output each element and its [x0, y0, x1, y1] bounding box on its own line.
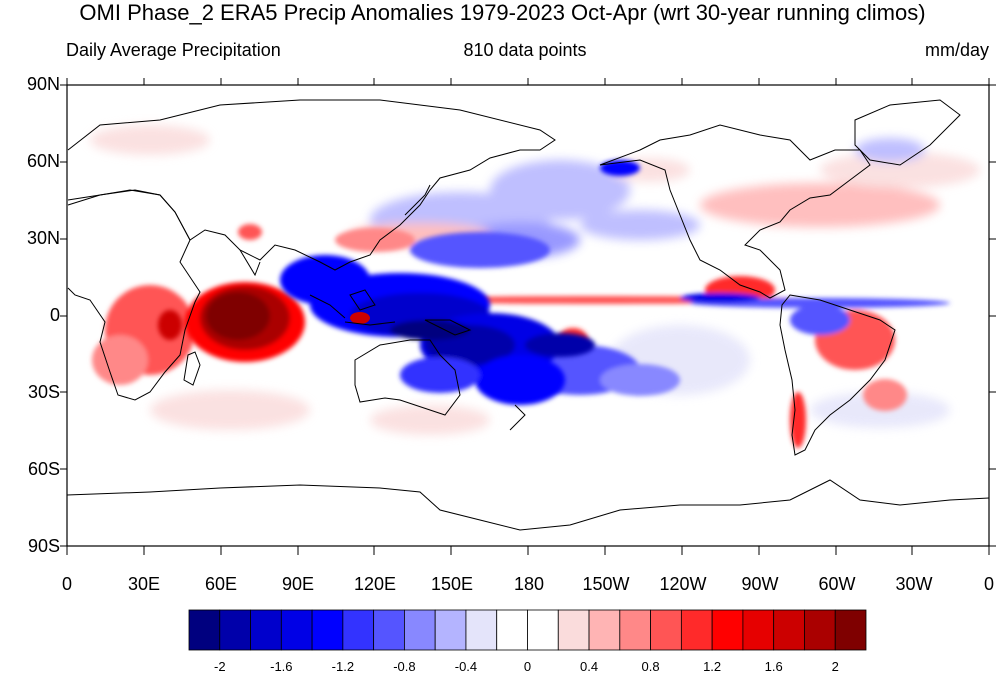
lat-label-30n: 30N — [26, 228, 60, 248]
colorbar-swatch — [588, 609, 621, 651]
colorbar-swatch — [250, 609, 282, 651]
colorbar-tick-label: -0.4 — [454, 659, 478, 674]
colorbar-swatch — [834, 609, 867, 651]
colorbar-tick-label: -1.6 — [270, 659, 293, 674]
lat-label-90n: 90N — [26, 74, 60, 94]
axis-ticks — [60, 78, 996, 555]
colorbar-swatch — [619, 609, 651, 651]
colorbar-swatch — [373, 609, 405, 651]
lon-label-120e: 120E — [353, 574, 397, 594]
colorbar-tick-label: 1.2 — [703, 659, 722, 674]
anomaly-field — [67, 85, 989, 546]
colorbar-swatch — [311, 609, 344, 651]
lon-label-60w: 60W — [818, 574, 856, 594]
lon-label-90w: 90W — [741, 574, 779, 594]
subtitle-units: mm/day — [924, 40, 989, 60]
lon-label-30w: 30W — [895, 574, 933, 594]
colorbar-swatch — [465, 609, 498, 651]
lon-label-180: 180 — [513, 574, 545, 594]
map-title: OMI Phase_2 ERA5 Precip Anomalies 1979-2… — [79, 0, 926, 25]
local-positive-cell — [350, 312, 370, 324]
coastlines — [67, 99, 989, 531]
colorbar-swatch — [804, 609, 836, 651]
lat-label-60n: 60N — [26, 151, 60, 171]
lat-label-eq: 0 — [49, 305, 60, 325]
colorbar-swatch — [742, 609, 775, 651]
lat-label-60s: 60S — [27, 459, 60, 479]
lon-label-120w: 120W — [659, 574, 707, 594]
colorbar-swatch — [650, 609, 682, 651]
lon-label-30e: 30E — [127, 574, 161, 594]
lon-label-0-east: 0 — [983, 574, 994, 594]
colorbar-tick-label: -0.8 — [393, 659, 416, 674]
lon-label-150w: 150W — [582, 574, 630, 594]
lon-label-0: 0 — [61, 574, 72, 594]
indian-ocean-positive — [158, 282, 305, 362]
colorbar-tick-label: -2 — [213, 659, 226, 674]
colorbar-swatch — [404, 609, 436, 651]
lat-label-90s: 90S — [27, 536, 60, 556]
colorbar-tick-label: 1.6 — [764, 659, 783, 674]
colorbar-tick-label: 2 — [831, 659, 839, 674]
lon-label-90e: 90E — [281, 574, 315, 594]
colorbar-swatch — [280, 609, 313, 651]
lon-label-60e: 60E — [204, 574, 238, 594]
colorbar-tick-label: 0.4 — [579, 659, 599, 674]
colorbar-swatch — [434, 609, 467, 651]
colorbar-swatch — [188, 609, 221, 651]
colorbar-swatch — [496, 609, 528, 651]
lat-label-30s: 30S — [27, 382, 60, 402]
subtitle-center: 810 data points — [463, 40, 587, 60]
colorbar-swatch — [773, 609, 805, 651]
colorbar — [188, 609, 867, 651]
colorbar-swatch — [342, 609, 375, 651]
lon-label-150e: 150E — [430, 574, 474, 594]
colorbar-tick-label: 0 — [523, 659, 532, 674]
colorbar-swatch — [557, 609, 590, 651]
colorbar-swatch — [680, 609, 713, 651]
colorbar-swatch — [219, 609, 251, 651]
colorbar-swatch — [527, 609, 559, 651]
colorbar-tick-label: -1.2 — [331, 659, 355, 674]
colorbar-swatch — [711, 609, 744, 651]
subtitle-left: Daily Average Precipitation — [66, 40, 281, 60]
colorbar-tick-label: 0.8 — [641, 659, 660, 674]
